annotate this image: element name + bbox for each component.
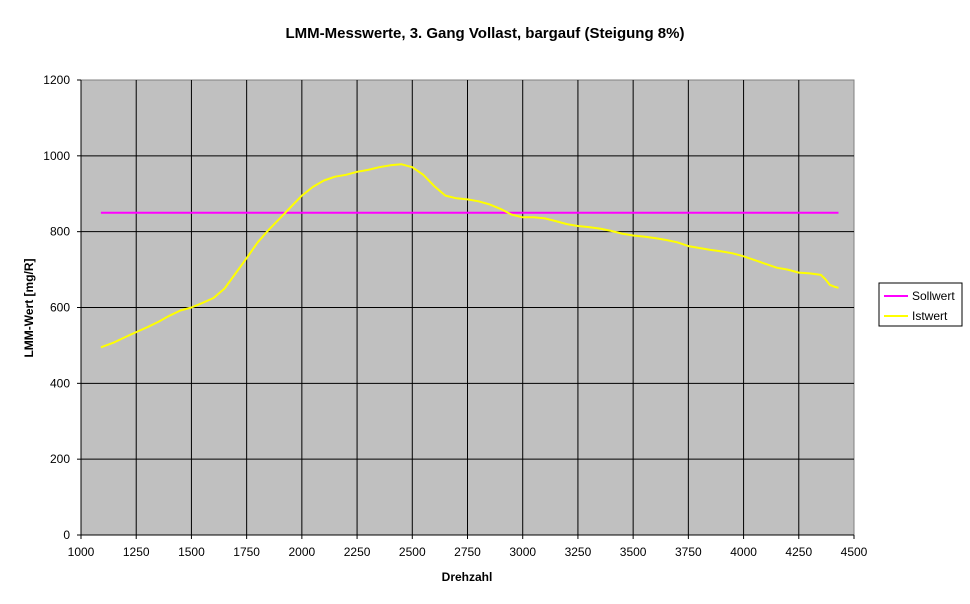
x-tick-label: 2500 bbox=[399, 545, 426, 559]
x-tick-label: 4500 bbox=[841, 545, 868, 559]
x-tick-label: 3000 bbox=[509, 545, 536, 559]
x-tick-label: 2250 bbox=[344, 545, 371, 559]
x-tick-label: 2750 bbox=[454, 545, 481, 559]
grid-lines bbox=[81, 80, 854, 535]
legend-box bbox=[878, 282, 963, 327]
y-tick-label: 400 bbox=[50, 376, 70, 390]
x-tick-label: 1250 bbox=[123, 545, 150, 559]
y-tick-label: 1000 bbox=[43, 149, 70, 163]
y-tick-label: 600 bbox=[50, 301, 70, 315]
x-tick-label: 2000 bbox=[289, 545, 316, 559]
x-tick-label: 3500 bbox=[620, 545, 647, 559]
series-line-istwert bbox=[100, 163, 839, 349]
y-tick-label: 1200 bbox=[43, 73, 70, 87]
legend: Sollwert Istwert bbox=[878, 282, 963, 327]
x-axis-ticks: 1000 1250 1500 1750 2000 2250 2500 2750 3000 3250… bbox=[68, 535, 868, 559]
x-tick-label: 3750 bbox=[675, 545, 702, 559]
legend-label-sollwert: Sollwert bbox=[912, 289, 955, 303]
y-tick-label: 800 bbox=[50, 225, 70, 239]
x-tick-label: 1500 bbox=[178, 545, 205, 559]
legend-label-istwert: Istwert bbox=[912, 309, 948, 323]
y-tick-label: 0 bbox=[63, 528, 70, 542]
y-axis-title: LMM-Wert [mg/R] bbox=[22, 258, 36, 357]
x-tick-label: 1750 bbox=[233, 545, 260, 559]
x-tick-label: 4250 bbox=[785, 545, 812, 559]
x-tick-label: 1000 bbox=[68, 545, 95, 559]
x-axis-title: Drehzahl bbox=[442, 570, 493, 584]
y-tick-label: 200 bbox=[50, 452, 70, 466]
x-tick-label: 3250 bbox=[565, 545, 592, 559]
y-axis-ticks: 0 200 400 600 800 1000 1200 bbox=[43, 73, 81, 542]
x-tick-label: 4000 bbox=[730, 545, 757, 559]
chart-title: LMM-Messwerte, 3. Gang Vollast, bargauf … bbox=[286, 25, 685, 42]
series-lines bbox=[100, 163, 839, 349]
